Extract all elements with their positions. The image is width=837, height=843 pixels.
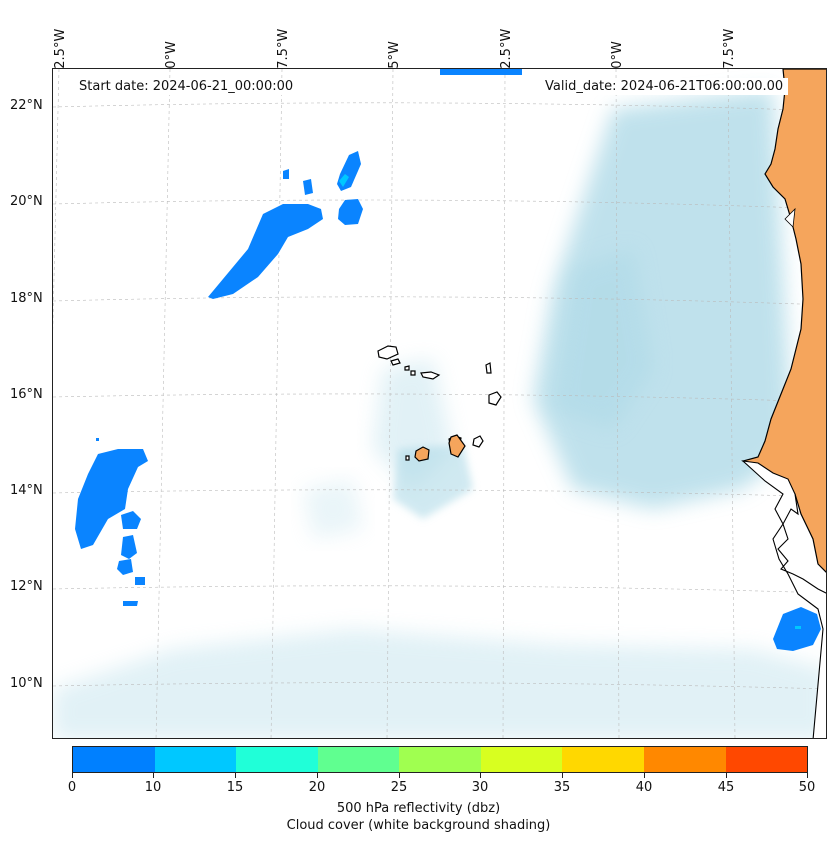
colorbar-tick-label: 0 (67, 780, 77, 795)
colorbar-tick-label: 50 (798, 780, 816, 795)
colorbar-tick-label: 30 (471, 780, 489, 795)
lat-label: 12°N (10, 579, 43, 594)
colorbar-tick-label: 35 (553, 780, 571, 795)
colorbar-segment (562, 747, 644, 772)
colorbar-tick-label: 25 (390, 780, 408, 795)
colorbar-segment (643, 747, 726, 772)
colorbar-tick-label: 45 (717, 780, 735, 795)
colorbar-sublabel: Cloud cover (white background shading) (286, 818, 551, 833)
colorbar-segment (480, 747, 563, 772)
start-date-label: Start date: 2024-06-21_00:00:00 (74, 78, 299, 95)
map-canvas (53, 69, 826, 738)
land-west-africa (741, 69, 826, 738)
colorbar-tick-label: 15 (226, 780, 244, 795)
colorbar-segment (236, 747, 318, 772)
colorbar-segment (73, 747, 155, 772)
colorbar-label: 500 hPa reflectivity (dbz) (336, 801, 501, 816)
colorbar-segment (154, 747, 237, 772)
lat-label: 14°N (10, 483, 43, 498)
colorbar-tick-label: 10 (144, 780, 162, 795)
colorbar-segment (399, 747, 481, 772)
lat-label: 20°N (10, 194, 43, 209)
lat-label: 22°N (10, 98, 43, 113)
lat-label: 18°N (10, 291, 43, 306)
map-panel (52, 68, 827, 739)
reflectivity-core (339, 174, 801, 629)
lat-label: 16°N (10, 387, 43, 402)
cape-verde-islands (377, 345, 502, 462)
colorbar-segment (317, 747, 400, 772)
colorbar (72, 746, 808, 773)
cloud-cover-shading (53, 89, 826, 738)
colorbar-tick-label: 20 (308, 780, 326, 795)
colorbar-tick-label: 40 (635, 780, 653, 795)
lat-label: 10°N (10, 676, 43, 691)
colorbar-segment (725, 747, 808, 772)
reflectivity-cells (75, 69, 821, 651)
graticule (53, 69, 826, 738)
valid-date-label: Valid_date: 2024-06-21T06:00:00.00 (540, 78, 789, 95)
